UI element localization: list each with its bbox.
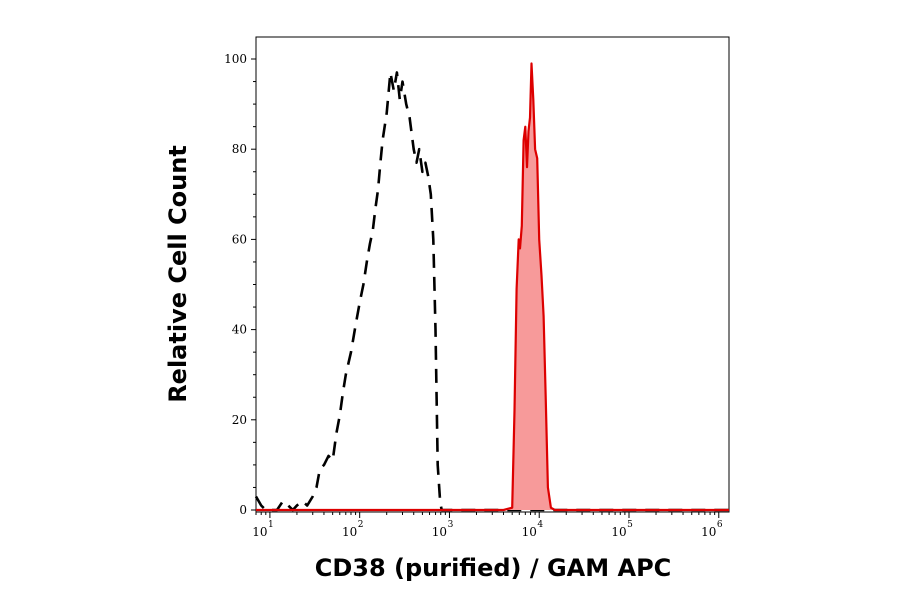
series-line-1 xyxy=(256,62,729,512)
series-line-0 xyxy=(254,71,729,512)
y-tick-label: 40 xyxy=(232,323,247,337)
x-tick-label: 10 xyxy=(701,525,716,539)
x-tick-exponent: 4 xyxy=(537,520,543,530)
x-axis-title: CD38 (purified) / GAM APC xyxy=(315,554,672,582)
y-tick-label: 20 xyxy=(232,413,247,427)
x-tick-exponent: 1 xyxy=(268,520,274,530)
y-tick-label: 0 xyxy=(239,503,247,517)
x-tick-exponent: 3 xyxy=(448,520,454,530)
series-fill-1 xyxy=(256,63,729,510)
y-axis-title: Relative Cell Count xyxy=(164,145,192,403)
x-tick-label: 10 xyxy=(432,525,447,539)
series-layer xyxy=(254,62,729,512)
x-tick-exponent: 5 xyxy=(627,520,633,530)
x-tick-label: 10 xyxy=(522,525,537,539)
x-tick-label: 10 xyxy=(342,525,357,539)
x-tick-exponent: 6 xyxy=(717,520,723,530)
y-tick-label: 100 xyxy=(224,52,247,66)
x-tick-label: 10 xyxy=(252,525,267,539)
y-tick-label: 80 xyxy=(232,142,247,156)
plot-frame xyxy=(255,36,730,513)
y-tick-label: 60 xyxy=(232,232,247,246)
x-tick-label: 10 xyxy=(611,525,626,539)
x-tick-exponent: 2 xyxy=(358,520,364,530)
